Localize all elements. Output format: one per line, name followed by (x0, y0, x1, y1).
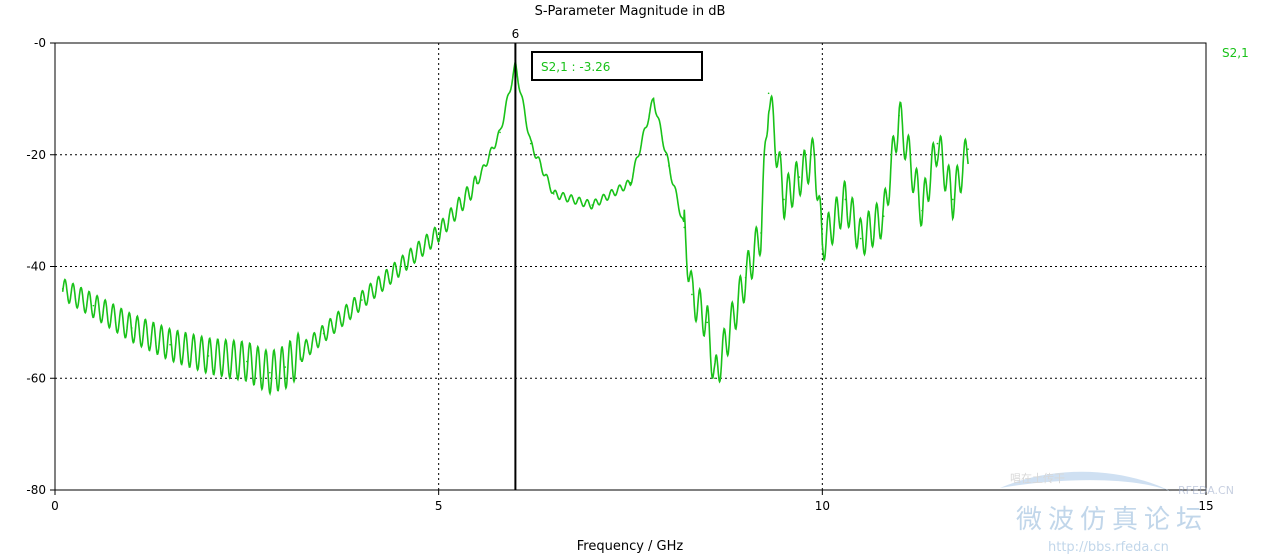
data-point-0-6 (269, 371, 271, 374)
data-point-0-26 (760, 232, 762, 234)
y-tick-label-2: -40 (26, 260, 46, 274)
data-point-0-30 (813, 153, 816, 156)
data-point-0-0 (61, 288, 64, 290)
data-point-0-5 (246, 360, 248, 363)
data-point-0-3 (169, 343, 171, 346)
data-point-0-9 (361, 299, 363, 301)
data-point-0-2 (130, 327, 133, 329)
data-point-0-10 (399, 265, 402, 268)
marker-label: 6 (512, 27, 520, 41)
data-point-0-35 (898, 114, 900, 117)
data-point-0-21 (683, 226, 686, 229)
y-axis-ticks: -0 -20 -40 -60 -80 (26, 36, 55, 497)
grid-lines (55, 43, 1206, 490)
y-tick-label-1: -20 (26, 148, 46, 162)
watermark-line3: http://bbs.rfeda.cn (1048, 540, 1169, 555)
watermark-line1: 唱在土传干 (1010, 472, 1065, 485)
data-point-0-24 (714, 377, 716, 380)
watermark-brand: RFEDA.CN (1178, 484, 1234, 497)
x-tick-label-1: 5 (435, 499, 443, 513)
data-point-0-13 (499, 131, 501, 134)
data-point-0-33 (859, 237, 862, 240)
data-point-0-38 (951, 198, 954, 201)
data-point-0-23 (706, 321, 709, 324)
x-tick-label-3: 15 (1198, 499, 1213, 513)
data-point-0-28 (783, 198, 785, 201)
watermark: 唱在土传干 RFEDA.CN 微波仿真论坛 http://bbs.rfeda.c… (1000, 471, 1234, 555)
data-point-0-32 (844, 198, 847, 201)
data-point-0-36 (921, 209, 923, 212)
data-point-0-8 (322, 332, 325, 335)
data-point-0-4 (207, 355, 210, 357)
watermark-logo-icon (1000, 471, 1172, 492)
x-tick-label-0: 0 (51, 499, 59, 513)
legend-entry-0: S2,1 (1222, 46, 1249, 60)
data-point-0-29 (798, 176, 801, 178)
data-point-0-12 (476, 181, 478, 184)
y-tick-label-3: -60 (26, 371, 46, 385)
legend: S2,1 (1222, 46, 1249, 60)
data-point-0-1 (92, 304, 95, 307)
data-point-0-37 (936, 142, 939, 145)
watermark-line2: 微波仿真论坛 (1016, 505, 1208, 535)
data-point-0-20 (668, 165, 670, 167)
data-point-0-31 (821, 243, 824, 245)
y-tick-label-4: -80 (26, 483, 46, 497)
x-axis-label: Frequency / GHz (577, 539, 684, 554)
data-point-0-18 (629, 181, 632, 184)
x-tick-label-2: 10 (815, 499, 830, 513)
data-point-0-25 (744, 276, 747, 279)
data-point-0-16 (552, 193, 555, 195)
data-point-0-39 (967, 148, 969, 150)
data-point-0-11 (437, 232, 440, 234)
marker-readout: S2,1 : -3.26 (541, 60, 610, 74)
data-point-0-17 (591, 204, 593, 206)
data-point-0-19 (652, 98, 655, 100)
y-tick-label-0: -0 (34, 36, 46, 50)
data-point-0-34 (882, 215, 885, 218)
data-point-0-27 (767, 92, 770, 95)
data-point-0-15 (529, 142, 532, 145)
data-point-0-7 (284, 366, 287, 368)
x-axis-ticks: 0 5 10 15 (51, 490, 1214, 513)
marker[interactable]: 6 S2,1 : -3.26 (512, 27, 703, 490)
marker-readout-box (531, 51, 703, 81)
data-point-0-22 (691, 293, 693, 296)
chart-title: S-Parameter Magnitude in dB (535, 4, 726, 19)
